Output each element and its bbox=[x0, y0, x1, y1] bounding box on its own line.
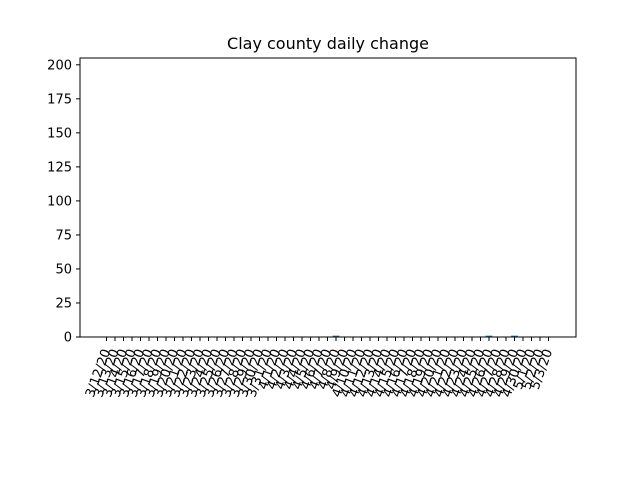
bars-group bbox=[332, 335, 518, 337]
y-axis: 0 25 50 75 100 125 150 175 200 bbox=[47, 58, 80, 346]
plot-area-frame bbox=[79, 57, 577, 338]
y-tick-label: 150 bbox=[47, 126, 72, 141]
y-tick-label: 50 bbox=[55, 262, 72, 277]
y-tick-label: 200 bbox=[47, 58, 72, 73]
y-tick-label: 100 bbox=[47, 194, 72, 209]
y-tick-label: 25 bbox=[55, 296, 72, 311]
bar bbox=[332, 335, 340, 337]
bar bbox=[511, 335, 518, 337]
x-axis: 3/12/203/13/203/14/203/15/203/16/203/17/… bbox=[83, 337, 556, 399]
bar bbox=[485, 335, 493, 337]
y-tick-label: 175 bbox=[47, 92, 72, 107]
chart-title: Clay county daily change bbox=[227, 34, 429, 53]
y-tick-label: 125 bbox=[47, 160, 72, 175]
y-tick-label: 75 bbox=[55, 228, 72, 243]
y-tick-label: 0 bbox=[64, 331, 72, 346]
